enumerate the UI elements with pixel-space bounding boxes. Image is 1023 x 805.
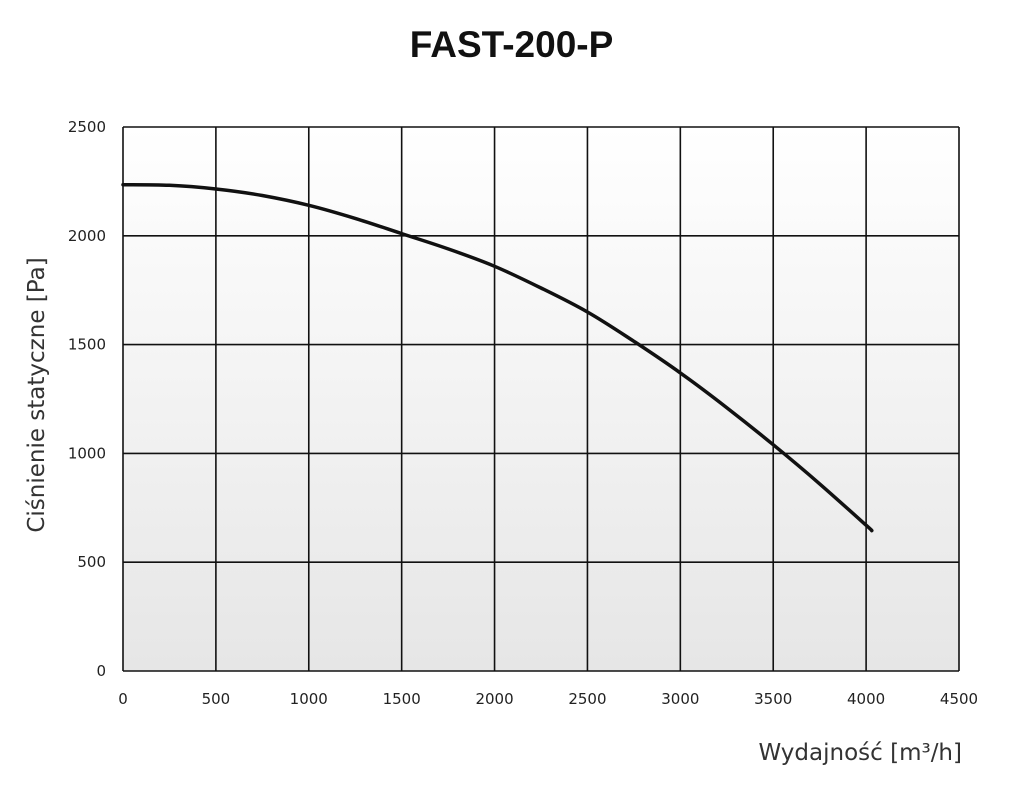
y-axis-label: Ciśnienie statyczne [Pa] bbox=[24, 257, 50, 532]
y-tick-label: 0 bbox=[96, 662, 106, 680]
y-tick-label: 2500 bbox=[68, 118, 106, 136]
x-tick-label: 2000 bbox=[475, 690, 513, 708]
y-tick-labels: 0 500 1000 1500 2000 2500 bbox=[68, 118, 106, 680]
plot-area bbox=[123, 127, 959, 671]
x-tick-label: 1000 bbox=[290, 690, 328, 708]
x-axis-label: Wydajność [m³/h] bbox=[758, 740, 962, 766]
x-tick-label: 3000 bbox=[661, 690, 699, 708]
x-tick-labels: 0 500 1000 1500 2000 2500 3000 3500 4000 4500 bbox=[118, 690, 978, 708]
y-tick-label: 500 bbox=[77, 553, 106, 571]
x-tick-label: 3500 bbox=[754, 690, 792, 708]
x-tick-label: 1500 bbox=[383, 690, 421, 708]
x-tick-label: 2500 bbox=[568, 690, 606, 708]
y-tick-label: 1000 bbox=[68, 444, 106, 462]
chart-title: FAST-200-P bbox=[409, 24, 614, 65]
x-tick-label: 500 bbox=[202, 690, 231, 708]
series-line bbox=[121, 182, 874, 533]
grid bbox=[122, 126, 960, 672]
x-tick-label: 0 bbox=[118, 690, 128, 708]
x-tick-label: 4500 bbox=[940, 690, 978, 708]
y-tick-label: 2000 bbox=[68, 227, 106, 245]
y-tick-label: 1500 bbox=[68, 336, 106, 354]
x-tick-label: 4000 bbox=[847, 690, 885, 708]
